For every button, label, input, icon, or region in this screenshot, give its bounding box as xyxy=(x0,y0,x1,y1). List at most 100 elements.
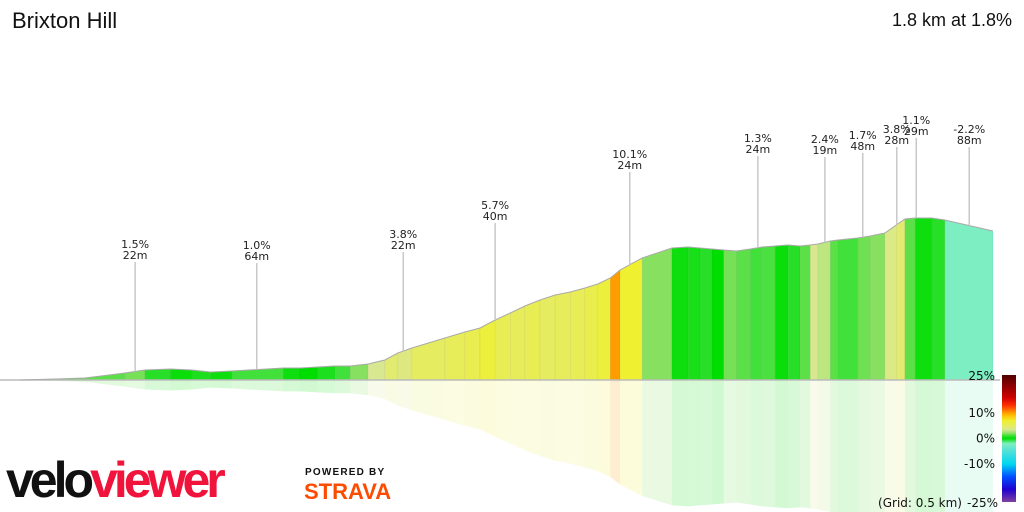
annotation-length: 29m xyxy=(904,125,929,138)
profile-segment xyxy=(817,240,831,381)
reflection-segment xyxy=(837,380,858,512)
profile-segment xyxy=(334,365,351,381)
segment-title: Brixton Hill xyxy=(12,8,118,33)
profile-segment xyxy=(510,305,526,381)
reflection-segment xyxy=(300,380,318,393)
reflection-segment xyxy=(610,380,621,485)
profile-segment xyxy=(299,366,319,381)
profile-segment xyxy=(799,244,811,381)
annotation: 1.1%29m xyxy=(902,114,930,218)
profile-segments xyxy=(19,217,994,381)
profile-segment xyxy=(895,218,906,381)
profile-segment xyxy=(539,294,556,381)
annotation-length: 64m xyxy=(244,250,269,263)
legend-tick-label: -25% xyxy=(967,496,998,510)
annotation: 1.3%24m xyxy=(744,132,772,248)
reflection-segment xyxy=(688,380,701,507)
legend-tick-label: 10% xyxy=(968,406,995,420)
logo-velo: velo xyxy=(6,452,94,508)
reflection-segment xyxy=(368,380,385,399)
reflection-segment xyxy=(642,380,672,506)
profile-segment xyxy=(774,244,789,381)
profile-reflection xyxy=(20,380,993,512)
reflection-segment xyxy=(464,380,481,430)
profile-segment xyxy=(610,269,621,381)
annotation-gradient: 1.3% xyxy=(744,132,772,145)
annotation-gradient: 2.4% xyxy=(811,133,839,146)
reflection-segment xyxy=(711,380,724,505)
reflection-segment xyxy=(191,380,211,390)
annotation-length: 22m xyxy=(391,239,416,252)
profile-segment xyxy=(830,239,839,381)
annotation: 1.0%64m xyxy=(243,239,271,370)
reflection-segment xyxy=(84,380,125,387)
annotation-gradient: 3.8% xyxy=(389,228,417,241)
annotation: 3.8%28m xyxy=(883,123,911,225)
reflection-segment xyxy=(144,380,171,391)
legend-tick-label: 25% xyxy=(968,369,995,383)
profile-segment xyxy=(723,249,737,381)
annotation-length: 22m xyxy=(123,249,148,262)
profile-segment xyxy=(699,247,713,381)
reflection-segment xyxy=(700,380,712,506)
reflection-segment xyxy=(411,380,445,420)
reflection-segment xyxy=(620,380,643,496)
reflection-segment xyxy=(584,380,598,472)
reflection-segment xyxy=(170,380,192,391)
annotation: 1.7%48m xyxy=(849,129,877,238)
annotation-gradient: -2.2% xyxy=(953,123,985,136)
profile-segment xyxy=(317,365,336,381)
strava-logo: STRAVA xyxy=(304,479,392,504)
reflection-segment xyxy=(540,380,556,461)
legend-ticks: 25% 10% 0% -10% -25% xyxy=(964,369,998,510)
profile-segment xyxy=(810,243,819,381)
reflection-segment xyxy=(817,380,831,512)
profile-segment xyxy=(641,247,673,381)
annotation-gradient: 1.7% xyxy=(849,129,877,142)
reflection-segment xyxy=(495,380,511,444)
reflection-segment xyxy=(124,380,145,390)
reflection-segment xyxy=(944,380,993,512)
reflection-segment xyxy=(510,380,525,451)
reflection-segment xyxy=(931,380,945,512)
reflection-segment xyxy=(830,380,838,512)
profile-segment xyxy=(931,217,946,381)
legend-tick-label: -10% xyxy=(964,457,995,471)
powered-by-label: POWERED BY xyxy=(305,467,386,478)
annotation-gradient: 1.1% xyxy=(902,114,930,127)
annotation-gradient: 5.7% xyxy=(481,199,509,212)
annotation: 3.8%22m xyxy=(389,228,417,352)
reflection-segment xyxy=(283,380,301,392)
profile-segment xyxy=(761,245,776,381)
profile-segment xyxy=(479,319,496,381)
profile-segment xyxy=(397,347,413,381)
reflection-segment xyxy=(904,380,916,512)
reflection-segment xyxy=(317,380,336,394)
annotation-length: 24m xyxy=(617,159,642,172)
profile-segment xyxy=(619,257,643,381)
profile-segment xyxy=(524,299,541,381)
profile-segment xyxy=(711,248,725,381)
annotation-length: 40m xyxy=(483,210,508,223)
profile-segment xyxy=(735,248,751,381)
profile-segment xyxy=(554,291,571,381)
reflection-segment xyxy=(788,380,801,509)
profile-segment xyxy=(904,217,916,381)
profile-segment xyxy=(884,224,897,381)
profile-segment xyxy=(570,287,586,381)
reflection-segment xyxy=(570,380,585,468)
reflection-segment xyxy=(870,380,885,512)
reflection-segment xyxy=(750,380,763,507)
profile-segment xyxy=(837,237,859,381)
reflection-segment xyxy=(762,380,776,508)
reflection-segment xyxy=(555,380,571,464)
reflection-segment xyxy=(480,380,496,437)
annotation-gradient: 1.5% xyxy=(121,238,149,251)
profile-segment xyxy=(144,368,171,381)
reflection-segment xyxy=(231,380,284,392)
profile-segment xyxy=(944,219,994,381)
reflection-segment xyxy=(444,380,465,426)
annotation: -2.2%88m xyxy=(953,123,985,226)
annotation-length: 28m xyxy=(884,134,909,147)
